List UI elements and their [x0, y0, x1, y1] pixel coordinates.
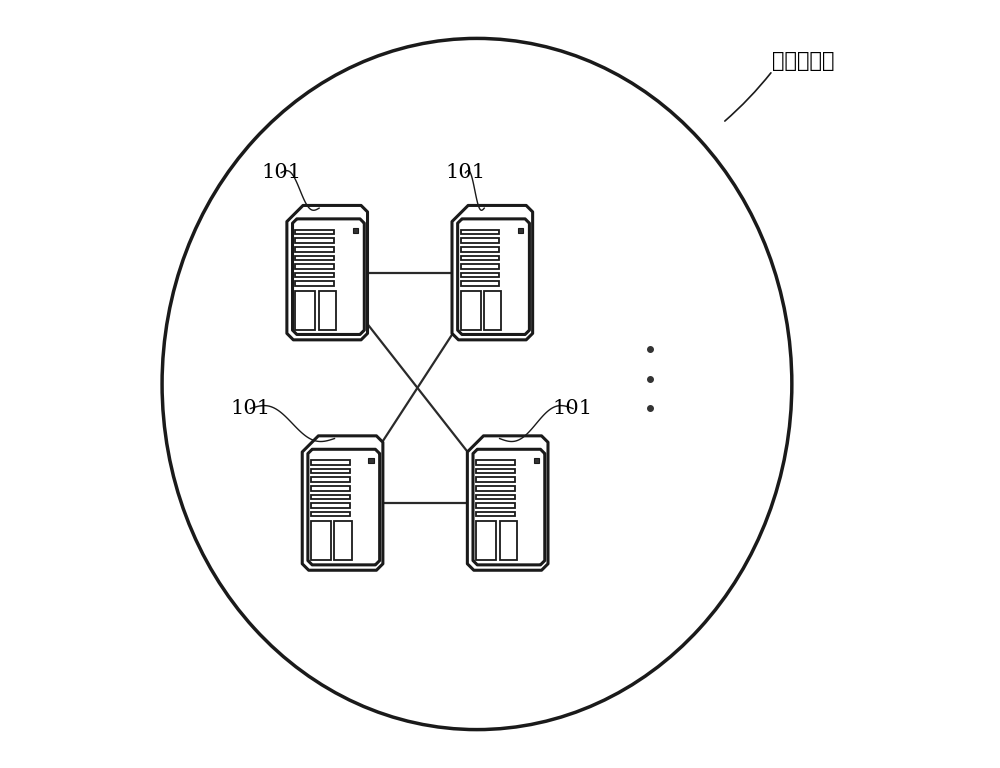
Bar — [518, 228, 523, 233]
Bar — [368, 458, 374, 463]
Text: 101: 101 — [261, 164, 301, 182]
Ellipse shape — [162, 38, 792, 730]
Bar — [461, 230, 499, 234]
Bar — [311, 495, 350, 499]
Bar — [476, 468, 515, 473]
Bar — [500, 521, 517, 560]
Bar — [311, 521, 331, 560]
Text: 101: 101 — [553, 399, 593, 418]
PathPatch shape — [467, 436, 548, 570]
Bar — [476, 486, 515, 491]
Bar — [334, 521, 352, 560]
PathPatch shape — [293, 219, 364, 335]
Bar — [353, 228, 358, 233]
Bar — [476, 460, 515, 465]
Bar — [461, 247, 499, 252]
Bar — [311, 468, 350, 473]
Bar — [461, 281, 499, 286]
Bar — [461, 290, 481, 329]
Bar — [319, 290, 336, 329]
PathPatch shape — [473, 449, 545, 565]
Bar — [461, 238, 499, 243]
Text: 区块链网络: 区块链网络 — [772, 51, 835, 71]
Bar — [476, 521, 496, 560]
PathPatch shape — [287, 205, 368, 340]
Bar — [311, 478, 350, 482]
PathPatch shape — [308, 449, 380, 565]
Bar — [476, 503, 515, 508]
Bar — [311, 460, 350, 465]
Bar — [295, 256, 334, 260]
Bar — [311, 486, 350, 491]
Bar — [461, 273, 499, 277]
Bar — [295, 273, 334, 277]
Text: 101: 101 — [445, 164, 486, 182]
Bar — [295, 281, 334, 286]
Bar — [476, 495, 515, 499]
Bar — [534, 458, 539, 463]
Bar — [295, 238, 334, 243]
Text: 101: 101 — [230, 399, 270, 418]
Bar — [311, 511, 350, 516]
PathPatch shape — [302, 436, 383, 570]
Bar — [461, 256, 499, 260]
Bar — [461, 264, 499, 269]
Bar — [295, 230, 334, 234]
PathPatch shape — [452, 205, 533, 340]
Bar — [476, 511, 515, 516]
Bar — [484, 290, 501, 329]
Bar — [295, 290, 315, 329]
Bar — [311, 503, 350, 508]
Bar — [476, 478, 515, 482]
PathPatch shape — [458, 219, 529, 335]
Bar — [295, 247, 334, 252]
Bar — [295, 264, 334, 269]
